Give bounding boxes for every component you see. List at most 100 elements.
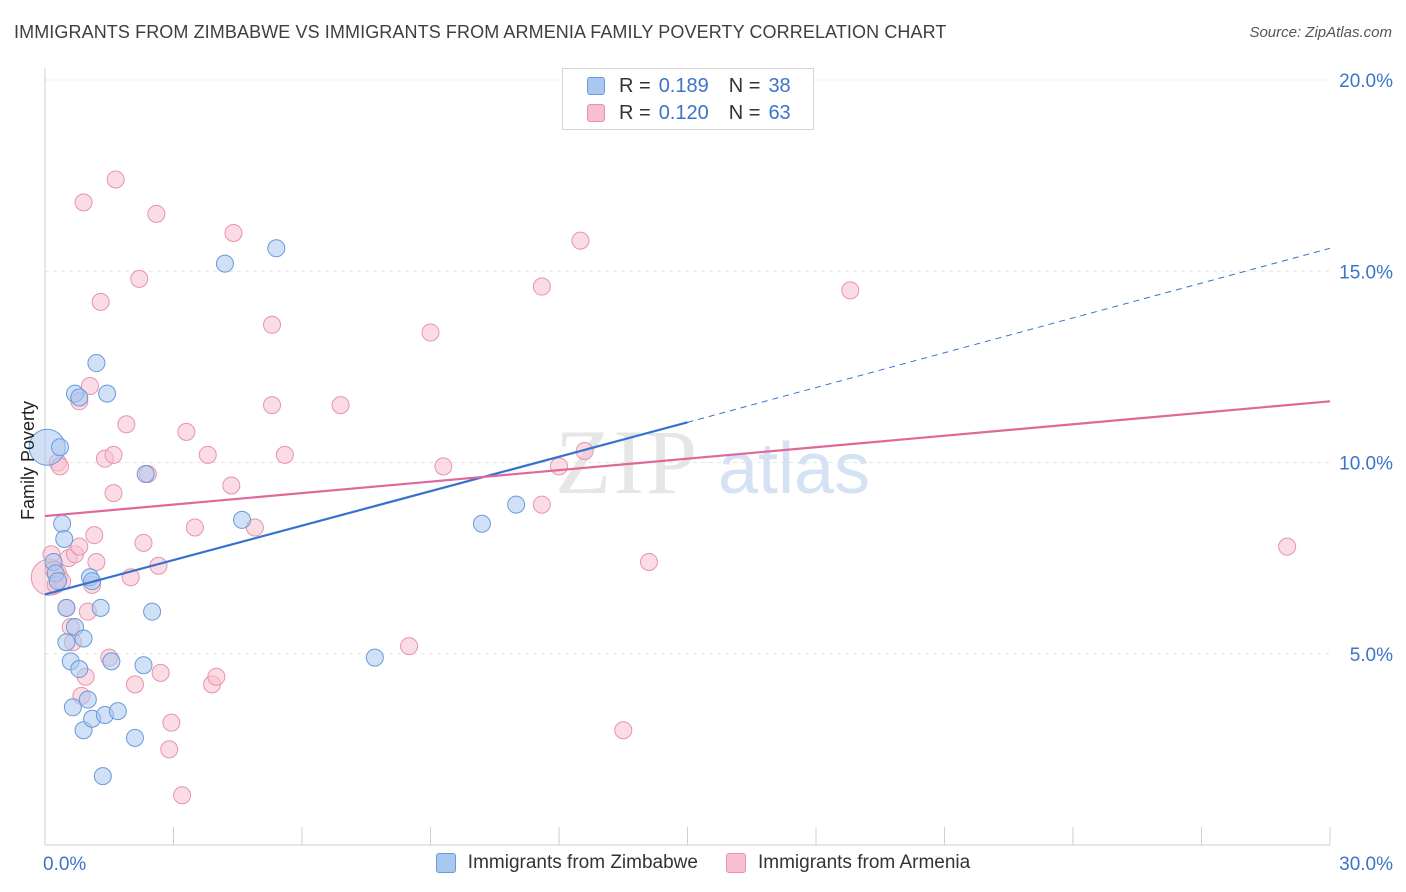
armenia-point: [185, 518, 204, 537]
zimbabwe-point: [93, 767, 112, 786]
y-tick-label: 5.0%: [1350, 645, 1393, 666]
zimbabwe-point: [78, 690, 97, 709]
armenia-point: [173, 786, 192, 805]
zimbabwe-point: [87, 354, 106, 373]
legend-label-zimbabwe: Immigrants from Zimbabwe: [467, 852, 698, 873]
armenia-trend-line: [44, 400, 1331, 518]
legend-n-value: 38: [768, 74, 791, 97]
correlation-legend: R = 0.189 N = 38 R = 0.120 N = 63: [562, 68, 814, 130]
armenia-point: [85, 526, 104, 545]
zimbabwe-point: [70, 660, 89, 679]
armenia-point: [125, 675, 144, 694]
legend-row-armenia: R = 0.120 N = 63: [587, 100, 791, 126]
zimbabwe-point: [53, 514, 72, 533]
armenia-point: [263, 315, 282, 334]
zimbabwe-point: [70, 388, 89, 407]
legend-swatch-armenia: [587, 104, 605, 122]
zimbabwe-point: [134, 656, 153, 675]
zimbabwe-point: [91, 598, 110, 617]
watermark-atlas: atlas: [718, 429, 870, 509]
legend-n-label: N =: [728, 101, 761, 124]
zimbabwe-trend-extension: [687, 247, 1331, 423]
legend-swatch-zimbabwe: [435, 853, 456, 873]
armenia-point: [117, 415, 136, 434]
zimbabwe-point: [215, 254, 234, 273]
x-tick-label: 0.0%: [43, 854, 86, 875]
legend-r-label: R =: [619, 101, 651, 124]
zimbabwe-point: [507, 495, 526, 514]
armenia-point: [434, 457, 453, 476]
y-tick-label: 20.0%: [1339, 71, 1393, 92]
armenia-point: [134, 533, 153, 552]
legend-r-label: R =: [619, 74, 651, 97]
armenia-point: [151, 663, 170, 682]
zimbabwe-point: [102, 652, 121, 671]
zimbabwe-point: [136, 464, 155, 483]
armenia-point: [1278, 537, 1297, 556]
zimbabwe-point: [125, 728, 144, 747]
zimbabwe-trend-line: [44, 421, 688, 596]
zimbabwe-point: [143, 602, 162, 621]
armenia-point: [224, 224, 243, 242]
armenia-point: [400, 637, 419, 656]
zimbabwe-point: [57, 598, 76, 617]
trend-lines: [44, 247, 1331, 596]
y-tick-label: 15.0%: [1339, 262, 1393, 283]
armenia-point: [87, 552, 106, 571]
legend-r-value: 0.189: [658, 74, 709, 97]
y-axis-label: Family Poverty: [18, 400, 38, 520]
gridlines: [45, 79, 1330, 655]
zimbabwe-point: [365, 648, 384, 667]
zimbabwe-point: [267, 239, 286, 258]
legend-row-zimbabwe: R = 0.189 N = 38: [587, 73, 791, 99]
armenia-point: [614, 721, 633, 740]
chart-title: IMMIGRANTS FROM ZIMBABWE VS IMMIGRANTS F…: [14, 22, 947, 42]
zimbabwe-point: [74, 629, 93, 648]
armenia-point: [198, 445, 217, 464]
legend-item-armenia[interactable]: Immigrants from Armenia: [725, 852, 971, 874]
watermark-zip: ZIP: [555, 411, 699, 513]
zimbabwe-point: [63, 698, 82, 717]
legend-n-value: 63: [768, 101, 791, 124]
legend-item-zimbabwe[interactable]: Immigrants from Zimbabwe: [435, 852, 698, 874]
armenia-point: [80, 377, 99, 395]
armenia-point: [104, 484, 123, 503]
armenia-point: [160, 740, 179, 759]
legend-n-label: N =: [728, 74, 761, 97]
zimbabwe-point: [472, 514, 491, 533]
zimbabwe-point: [55, 530, 74, 548]
x-tick-label: 30.0%: [1339, 854, 1393, 875]
armenia-point: [571, 231, 590, 250]
y-tick-label: 10.0%: [1339, 454, 1393, 475]
armenia-point: [532, 495, 551, 514]
armenia-point: [147, 204, 166, 223]
armenia-point: [639, 552, 658, 571]
armenia-point: [130, 269, 149, 288]
series-legend: Immigrants from Zimbabwe Immigrants from…: [0, 852, 1406, 874]
zimbabwe-point: [233, 510, 252, 529]
tick-labels: 5.0% 10.0% 15.0% 20.0% 0.0% 30.0%: [43, 71, 1393, 875]
armenia-point: [106, 170, 125, 189]
armenia-point: [104, 445, 123, 464]
armenia-point: [550, 457, 568, 476]
watermark: ZIP atlas: [555, 411, 870, 513]
zimbabwe-point: [98, 384, 117, 403]
armenia-point: [275, 445, 294, 464]
zimbabwe-point: [50, 438, 69, 457]
armenia-point: [841, 281, 860, 300]
armenia-point: [177, 422, 196, 441]
armenia-point: [91, 292, 110, 311]
armenia-point: [532, 277, 551, 296]
zimbabwe-point: [108, 702, 127, 721]
armenia-point: [222, 476, 241, 495]
legend-swatch-armenia: [725, 853, 746, 873]
armenia-point: [70, 537, 89, 556]
armenia-point: [263, 396, 282, 415]
armenia-point: [74, 193, 93, 212]
armenia-point: [421, 323, 440, 342]
armenia-point: [207, 667, 226, 686]
legend-label-armenia: Immigrants from Armenia: [757, 852, 971, 873]
legend-swatch-zimbabwe: [587, 77, 605, 95]
armenia-point: [331, 396, 350, 415]
